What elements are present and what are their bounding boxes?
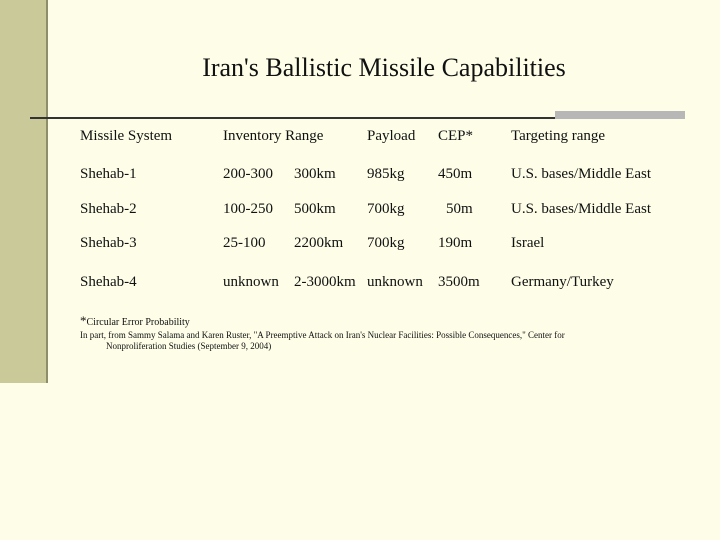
cell-system: Shehab-1 — [80, 166, 137, 182]
title-rule-accent — [555, 111, 685, 119]
cell-cep: 190m — [438, 235, 473, 251]
slide-title: Iran's Ballistic Missile Capabilities — [202, 53, 566, 82]
table-header: Missile System Inventory Range Payload C… — [0, 128, 720, 150]
cell-targeting: Israel — [511, 235, 545, 251]
cell-system: Shehab-3 — [80, 235, 137, 251]
table-row: Shehab-1 200-300 300km 985kg 450m U.S. b… — [0, 166, 720, 188]
cell-targeting: U.S. bases/Middle East — [511, 201, 651, 217]
cell-cep: 50m — [446, 201, 473, 217]
table-row: Shehab-3 25-100 2200km 700kg 190m Israel — [0, 235, 720, 257]
footnote: *Circular Error Probability — [80, 313, 190, 329]
cell-inventory: unknown — [223, 274, 279, 290]
source-line-2: Nonproliferation Studies (September 9, 2… — [106, 341, 272, 351]
cell-targeting: U.S. bases/Middle East — [511, 166, 651, 182]
cell-range: 2200km — [294, 235, 344, 251]
source-line-1: In part, from Sammy Salama and Karen Rus… — [80, 330, 565, 340]
cell-payload: 985kg — [367, 166, 405, 182]
header-cep: CEP* — [438, 128, 474, 144]
sidebar-divider — [46, 0, 48, 383]
cell-payload: unknown — [367, 274, 423, 290]
cell-inventory: 200-300 — [223, 166, 273, 182]
cell-range: 300km — [294, 166, 336, 182]
table-row: Shehab-4 unknown 2-3000km unknown 3500m … — [0, 274, 720, 296]
title-rule — [30, 117, 680, 119]
cell-system: Shehab-4 — [80, 274, 137, 290]
cell-range: 2-3000km — [294, 274, 356, 290]
header-missile-system: Missile System — [80, 128, 173, 144]
cell-cep: 3500m — [438, 274, 480, 290]
cell-cep: 450m — [438, 166, 473, 182]
cell-targeting: Germany/Turkey — [511, 274, 614, 290]
header-inventory-range: Inventory Range — [223, 128, 324, 144]
footnote-star: * — [80, 313, 87, 328]
sidebar-band — [0, 0, 46, 383]
footnote-text: Circular Error Probability — [86, 317, 190, 328]
cell-payload: 700kg — [367, 235, 405, 251]
cell-inventory: 100-250 — [223, 201, 273, 217]
table-row: Shehab-2 100-250 500km 700kg 50m U.S. ba… — [0, 201, 720, 223]
cell-payload: 700kg — [367, 201, 405, 217]
source-citation: In part, from Sammy Salama and Karen Rus… — [80, 330, 640, 352]
cell-inventory: 25-100 — [223, 235, 266, 251]
header-payload: Payload — [367, 128, 416, 144]
cell-system: Shehab-2 — [80, 201, 137, 217]
cell-range: 500km — [294, 201, 336, 217]
header-targeting-range: Targeting range — [511, 128, 606, 144]
